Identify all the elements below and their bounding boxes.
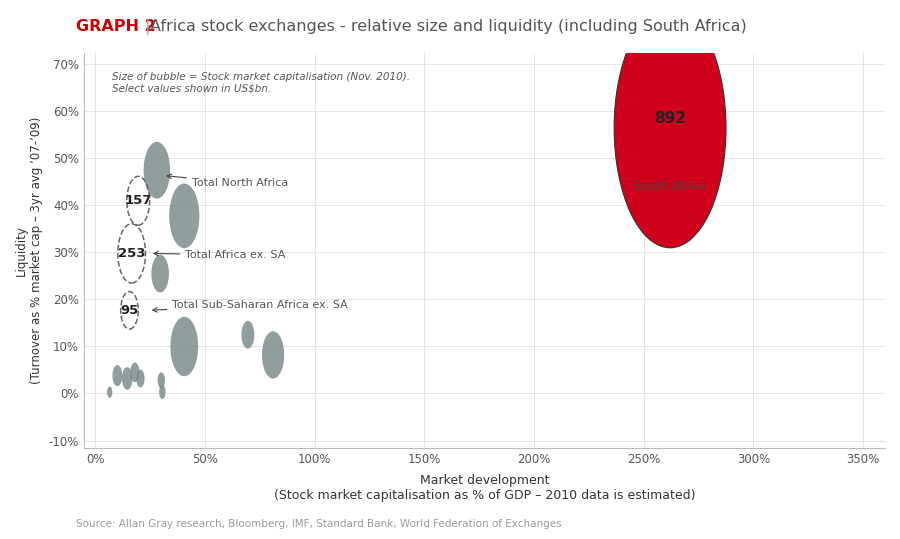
Circle shape [112,365,122,386]
Text: 95: 95 [121,304,139,317]
Text: Size of bubble = Stock market capitalisation (Nov. 2010).
Select values shown in: Size of bubble = Stock market capitalisa… [112,72,410,93]
Circle shape [159,385,166,399]
Text: Source: Allan Gray research, Bloomberg, IMF, Standard Bank, World Federation of : Source: Allan Gray research, Bloomberg, … [76,519,562,529]
Text: South Africa: South Africa [634,179,706,192]
Circle shape [107,386,112,398]
Text: Total Africa ex. SA: Total Africa ex. SA [154,250,285,260]
Circle shape [614,8,726,248]
Circle shape [151,255,169,293]
Text: Africa stock exchanges - relative size and liquidity (including South Africa): Africa stock exchanges - relative size a… [150,19,747,34]
Text: 157: 157 [124,194,152,208]
Text: 253: 253 [118,247,146,260]
Circle shape [130,363,140,382]
Circle shape [262,331,284,379]
Text: Total North Africa: Total North Africa [167,174,288,189]
Circle shape [122,367,132,390]
Circle shape [158,372,165,389]
Circle shape [144,142,170,198]
Circle shape [170,317,198,376]
Text: Total Sub-Saharan Africa ex. SA: Total Sub-Saharan Africa ex. SA [153,300,348,312]
X-axis label: Market development
(Stock market capitalisation as % of GDP – 2010 data is estim: Market development (Stock market capital… [274,474,696,502]
Circle shape [136,369,145,388]
Text: GRAPH 2: GRAPH 2 [76,19,157,34]
Circle shape [241,321,255,349]
Circle shape [169,183,200,248]
Text: 892: 892 [654,111,686,126]
Text: |: | [140,19,155,35]
Y-axis label: Liquidity
(Turnover as % market cap – 3yr avg ’07-’09): Liquidity (Turnover as % market cap – 3y… [15,116,43,384]
